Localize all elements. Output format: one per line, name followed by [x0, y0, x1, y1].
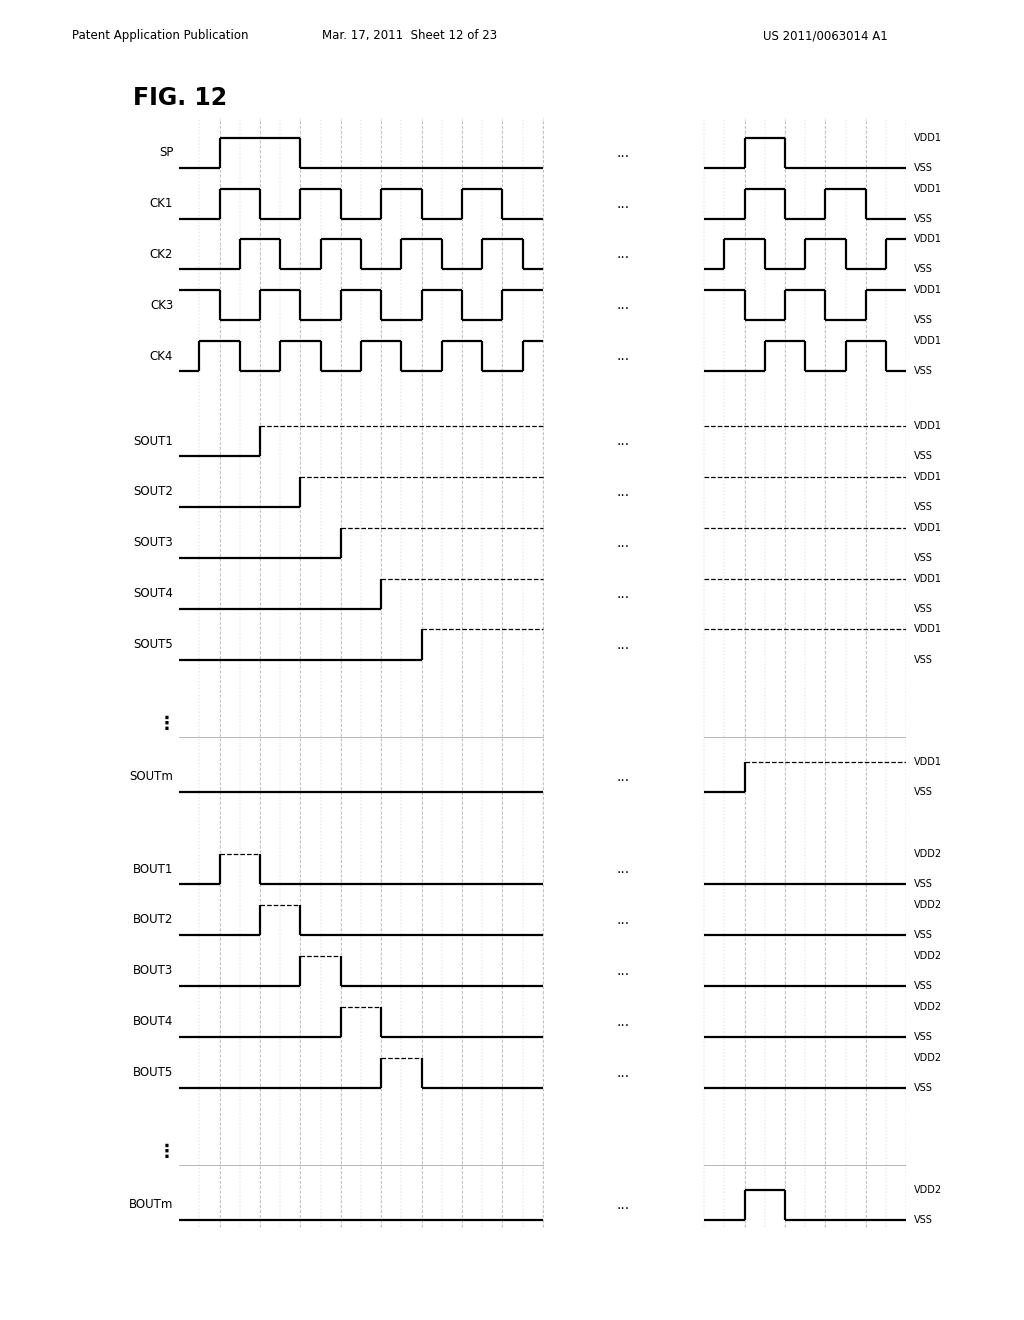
Text: VDD1: VDD1 — [914, 574, 942, 583]
Text: SOUTm: SOUTm — [129, 770, 173, 783]
Text: VSS: VSS — [914, 315, 933, 325]
Text: ...: ... — [616, 638, 630, 652]
Text: ...: ... — [616, 770, 630, 784]
Text: VSS: VSS — [914, 451, 933, 461]
Text: VDD1: VDD1 — [914, 421, 942, 432]
Text: VSS: VSS — [914, 981, 933, 991]
Text: VDD1: VDD1 — [914, 133, 942, 143]
Text: VDD1: VDD1 — [914, 235, 942, 244]
Text: SOUT3: SOUT3 — [133, 536, 173, 549]
Text: VDD1: VDD1 — [914, 624, 942, 635]
Text: SOUT5: SOUT5 — [133, 638, 173, 651]
Text: CK3: CK3 — [150, 298, 173, 312]
Text: VSS: VSS — [914, 502, 933, 512]
Text: VDD1: VDD1 — [914, 285, 942, 296]
Text: VDD2: VDD2 — [914, 1052, 942, 1063]
Text: BOUTm: BOUTm — [129, 1199, 173, 1210]
Text: SOUT1: SOUT1 — [133, 434, 173, 447]
Text: SP: SP — [159, 147, 173, 160]
Text: ...: ... — [616, 197, 630, 211]
Text: VDD2: VDD2 — [914, 1184, 942, 1195]
Text: ...: ... — [616, 484, 630, 499]
Text: ...: ... — [616, 247, 630, 261]
Text: BOUT3: BOUT3 — [133, 965, 173, 977]
Text: ...: ... — [616, 913, 630, 927]
Text: VDD2: VDD2 — [914, 1002, 942, 1011]
Text: VSS: VSS — [914, 1032, 933, 1041]
Text: VSS: VSS — [914, 1214, 933, 1225]
Text: SOUT4: SOUT4 — [133, 587, 173, 601]
Text: VSS: VSS — [914, 264, 933, 275]
Text: ...: ... — [616, 298, 630, 313]
Text: VSS: VSS — [914, 214, 933, 223]
Text: ...: ... — [616, 964, 630, 978]
Text: ...: ... — [616, 1015, 630, 1028]
Text: US 2011/0063014 A1: US 2011/0063014 A1 — [763, 29, 888, 42]
Text: BOUT4: BOUT4 — [133, 1015, 173, 1028]
Text: ...: ... — [616, 348, 630, 363]
Text: Mar. 17, 2011  Sheet 12 of 23: Mar. 17, 2011 Sheet 12 of 23 — [322, 29, 498, 42]
Text: ...: ... — [616, 145, 630, 160]
Text: VSS: VSS — [914, 655, 933, 664]
Text: ⋮: ⋮ — [158, 714, 176, 733]
Text: VSS: VSS — [914, 1082, 933, 1093]
Text: SOUT2: SOUT2 — [133, 486, 173, 499]
Text: VDD1: VDD1 — [914, 523, 942, 533]
Text: BOUT1: BOUT1 — [133, 863, 173, 875]
Text: VDD2: VDD2 — [914, 950, 942, 961]
Text: ...: ... — [616, 536, 630, 550]
Text: VDD1: VDD1 — [914, 183, 942, 194]
Text: CK1: CK1 — [150, 197, 173, 210]
Text: VDD1: VDD1 — [914, 473, 942, 482]
Text: CK4: CK4 — [150, 350, 173, 363]
Text: Patent Application Publication: Patent Application Publication — [72, 29, 248, 42]
Text: ...: ... — [616, 434, 630, 447]
Text: BOUT5: BOUT5 — [133, 1067, 173, 1078]
Text: VDD2: VDD2 — [914, 900, 942, 909]
Text: FIG. 12: FIG. 12 — [133, 86, 227, 110]
Text: VSS: VSS — [914, 366, 933, 376]
Text: ...: ... — [616, 1065, 630, 1080]
Text: ⋮: ⋮ — [158, 1143, 176, 1160]
Text: VSS: VSS — [914, 787, 933, 796]
Text: VSS: VSS — [914, 553, 933, 562]
Text: ...: ... — [616, 862, 630, 876]
Text: VSS: VSS — [914, 931, 933, 940]
Text: VSS: VSS — [914, 162, 933, 173]
Text: CK2: CK2 — [150, 248, 173, 261]
Text: VSS: VSS — [914, 879, 933, 890]
Text: ...: ... — [616, 1197, 630, 1212]
Text: VSS: VSS — [914, 603, 933, 614]
Text: ...: ... — [616, 586, 630, 601]
Text: VDD1: VDD1 — [914, 756, 942, 767]
Text: VDD1: VDD1 — [914, 337, 942, 346]
Text: VDD2: VDD2 — [914, 849, 942, 859]
Text: BOUT2: BOUT2 — [133, 913, 173, 927]
